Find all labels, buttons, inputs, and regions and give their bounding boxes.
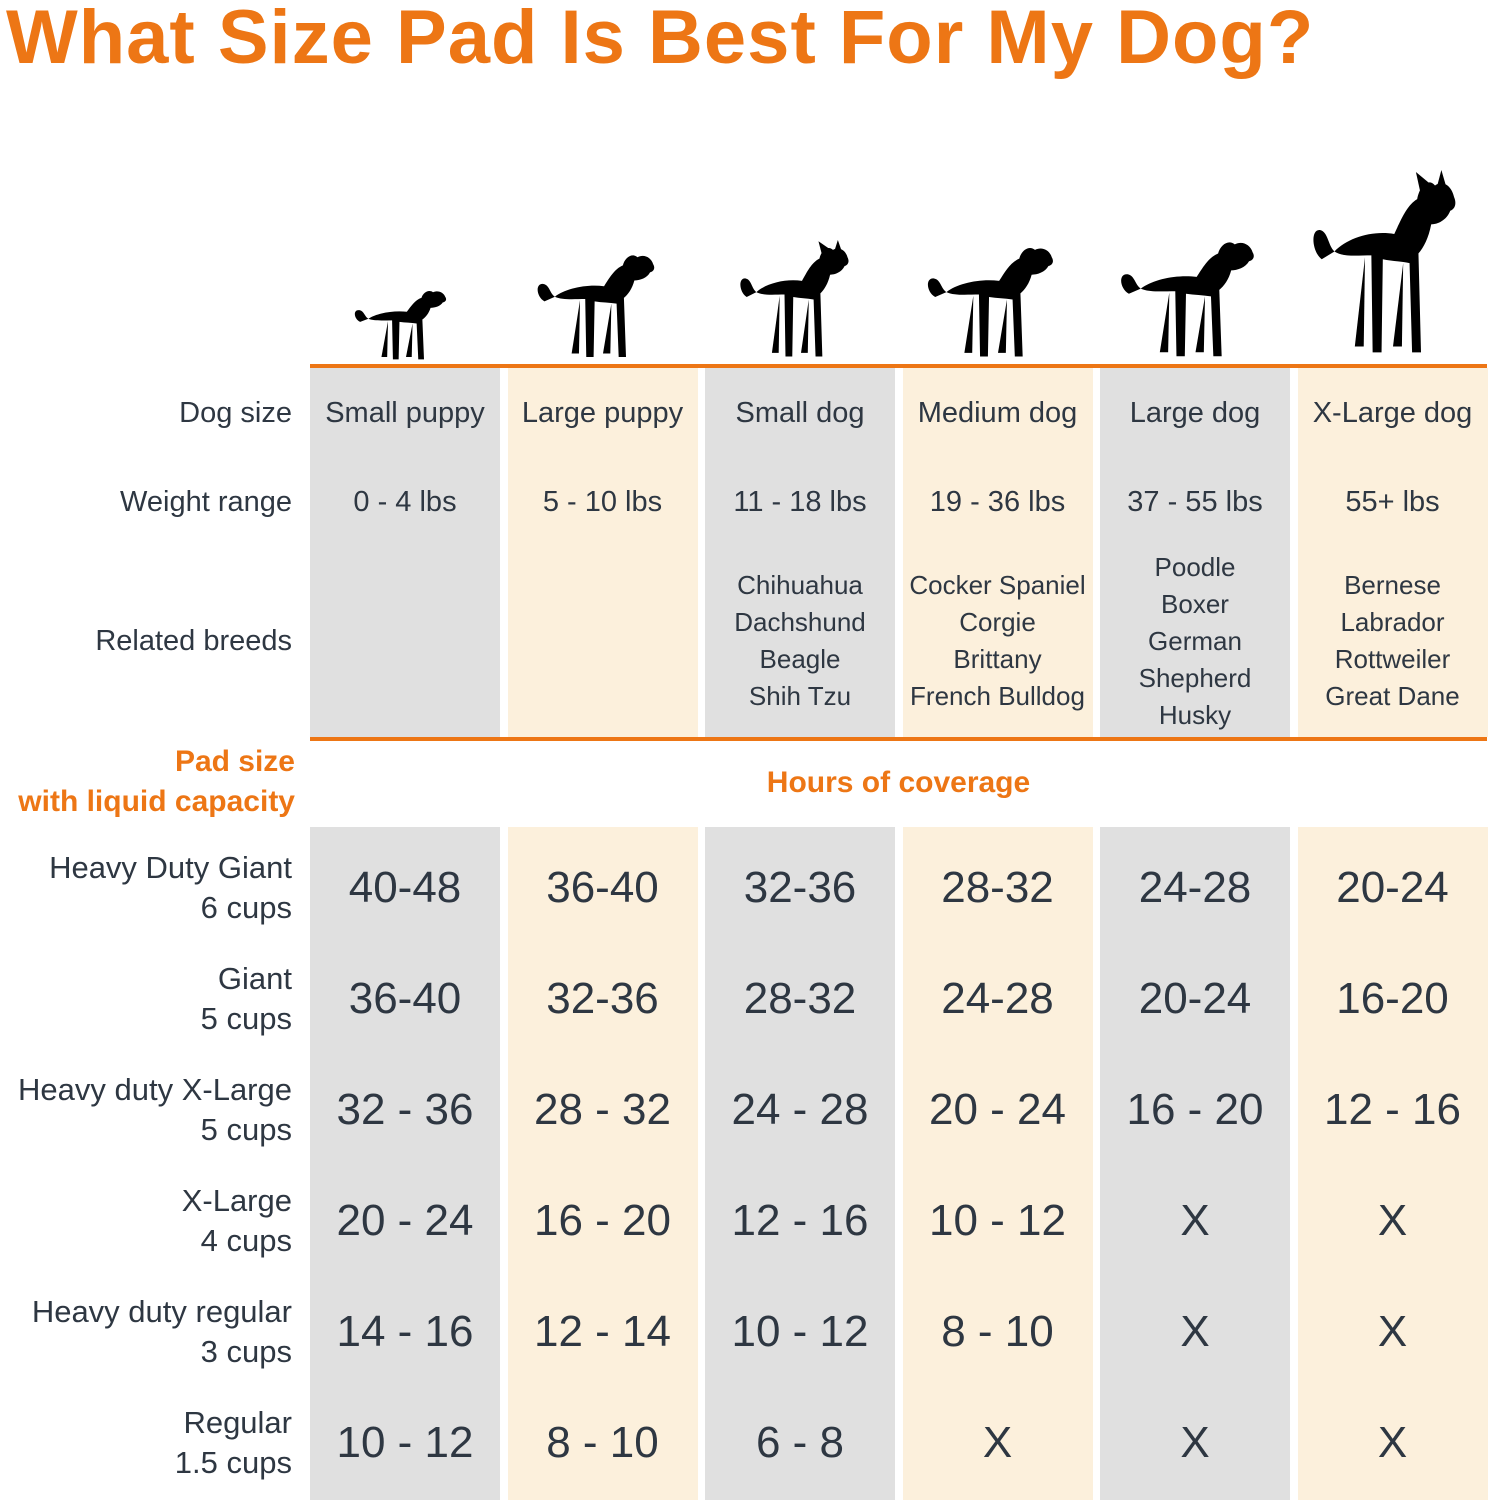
pad-row-label-4: Heavy duty regular 3 cups: [0, 1292, 292, 1372]
pad-row-label-1: Giant 5 cups: [0, 959, 292, 1039]
pad-row-label-2: Heavy duty X-Large 5 cups: [0, 1070, 292, 1150]
column-bg-bottom: [310, 827, 500, 1500]
hours-cell-r2-c2: 24 - 28: [731, 1085, 869, 1134]
small-puppy-icon: [352, 286, 460, 364]
hours-cell-r1-c5: 16-20: [1336, 974, 1449, 1023]
pad-row-name: Heavy duty regular: [31, 1294, 292, 1329]
column-header-2: Small dog: [735, 397, 865, 429]
column-bg-bottom: [507, 827, 698, 1500]
pad-row-label-5: Regular 1.5 cups: [0, 1403, 292, 1483]
hours-cell-r3-c2: 12 - 16: [731, 1196, 869, 1245]
column-bg-top: [507, 368, 698, 737]
weight-range-value-2: 11 - 18 lbs: [733, 486, 867, 518]
hours-cell-r2-c3: 20 - 24: [929, 1085, 1066, 1134]
column-bg-top: [1100, 368, 1290, 737]
column-bg-top: [1297, 368, 1488, 737]
hours-cell-r0-c1: 36-40: [546, 863, 659, 912]
pad-row-name: X-Large: [181, 1183, 292, 1218]
hours-cell-r3-c0: 20 - 24: [336, 1196, 474, 1245]
row-header-weight-range: Weight range: [120, 486, 292, 518]
pad-row-capacity: 1.5 cups: [174, 1445, 292, 1480]
hours-cell-r2-c4: 16 - 20: [1126, 1085, 1264, 1134]
hours-cell-r1-c3: 24-28: [941, 974, 1054, 1023]
hours-cell-r4-c0: 14 - 16: [336, 1307, 474, 1356]
hours-cell-r5-c2: 6 - 8: [755, 1418, 845, 1467]
pad-size-header-line2: with liquid capacity: [18, 785, 295, 818]
hours-cell-r4-c1: 12 - 14: [534, 1307, 671, 1356]
hours-cell-r2-c1: 28 - 32: [534, 1085, 671, 1134]
hours-cell-r1-c0: 36-40: [348, 974, 462, 1023]
column-bg-bottom: [902, 827, 1093, 1500]
column-bg-top: [902, 368, 1093, 737]
weight-range-value-5: 55+ lbs: [1345, 486, 1440, 518]
medium-dog-icon: [924, 240, 1072, 364]
large-puppy-icon: [534, 248, 672, 364]
hours-cell-r0-c5: 20-24: [1336, 863, 1449, 912]
hours-cell-r1-c4: 20-24: [1138, 974, 1252, 1023]
hours-cell-r0-c2: 32-36: [743, 863, 857, 912]
hours-cell-r3-c3: 10 - 12: [929, 1196, 1066, 1245]
section-divider-line: [310, 737, 1487, 741]
hours-cell-r0-c3: 28-32: [941, 863, 1054, 912]
hours-cell-r3-c5: X: [1377, 1196, 1408, 1245]
weight-range-value-1: 5 - 10 lbs: [542, 486, 663, 518]
breed-list-4: Poodle Boxer German Shepherd Husky: [1138, 551, 1252, 730]
column-header-4: Large dog: [1129, 397, 1261, 429]
pad-row-label-0: Heavy Duty Giant 6 cups: [0, 848, 292, 928]
hours-cell-r4-c5: X: [1377, 1307, 1408, 1356]
hours-cell-r4-c2: 10 - 12: [731, 1307, 869, 1356]
column-bg-bottom: [705, 827, 895, 1500]
weight-range-value-3: 19 - 36 lbs: [929, 486, 1066, 518]
weight-range-value-4: 37 - 55 lbs: [1127, 486, 1263, 518]
row-header-dog-size: Dog size: [179, 397, 292, 429]
hours-cell-r0-c0: 40-48: [348, 863, 462, 912]
column-header-1: Large puppy: [521, 397, 684, 429]
pad-row-label-3: X-Large 4 cups: [0, 1181, 292, 1261]
hours-cell-r1-c1: 32-36: [546, 974, 659, 1023]
pad-row-name: Regular: [183, 1405, 292, 1440]
hours-cell-r5-c1: 8 - 10: [546, 1418, 659, 1467]
hours-cell-r2-c0: 32 - 36: [336, 1085, 474, 1134]
pad-row-name: Heavy Duty Giant: [49, 850, 292, 885]
pad-row-capacity: 5 cups: [200, 1112, 292, 1147]
column-bg-top: [705, 368, 895, 737]
column-header-0: Small puppy: [325, 397, 485, 429]
breed-list-2: Chihuahua Dachshund Beagle Shih Tzu: [734, 570, 866, 711]
weight-range-value-0: 0 - 4 lbs: [353, 486, 457, 518]
large-dog-icon: [1117, 234, 1274, 364]
pad-row-capacity: 6 cups: [200, 890, 292, 925]
pad-row-name: Giant: [217, 961, 292, 996]
pad-row-capacity: 4 cups: [200, 1223, 292, 1258]
breed-list-3: Cocker Spaniel Corgie Brittany French Bu…: [909, 570, 1086, 711]
dogs-baseline: [310, 364, 1487, 368]
hours-cell-r3-c4: X: [1180, 1196, 1210, 1245]
pad-row-capacity: 3 cups: [200, 1334, 292, 1369]
pad-size-header-line1: Pad size: [174, 745, 295, 778]
hours-cell-r0-c4: 24-28: [1138, 863, 1252, 912]
hours-cell-r4-c3: 8 - 10: [941, 1307, 1054, 1356]
column-bg-top: [310, 368, 500, 737]
pad-row-name: Heavy duty X-Large: [18, 1072, 292, 1107]
hours-cell-r2-c5: 12 - 16: [1324, 1085, 1461, 1134]
pad-row-capacity: 5 cups: [200, 1001, 292, 1036]
hours-cell-r4-c4: X: [1180, 1307, 1210, 1356]
column-bg-bottom: [1297, 827, 1488, 1500]
small-dog-icon: [737, 240, 865, 364]
hours-cell-r1-c2: 28-32: [743, 974, 857, 1023]
hours-cell-r5-c3: X: [982, 1418, 1013, 1467]
hours-cell-r5-c0: 10 - 12: [336, 1418, 474, 1467]
hours-cell-r5-c4: X: [1180, 1418, 1210, 1467]
column-header-3: Medium dog: [917, 397, 1078, 429]
breed-list-5: Bernese Labrador Rottweiler Great Dane: [1325, 570, 1460, 711]
hours-of-coverage-header: Hours of coverage: [766, 766, 1031, 799]
x-large-dog-icon: [1309, 170, 1477, 364]
column-header-5: X-Large dog: [1312, 397, 1473, 429]
page-title: What Size Pad Is Best For My Dog?: [6, 0, 1315, 80]
hours-cell-r5-c5: X: [1377, 1418, 1408, 1467]
row-header-related-breeds: Related breeds: [95, 625, 292, 657]
hours-cell-r3-c1: 16 - 20: [534, 1196, 671, 1245]
column-bg-bottom: [1100, 827, 1290, 1500]
